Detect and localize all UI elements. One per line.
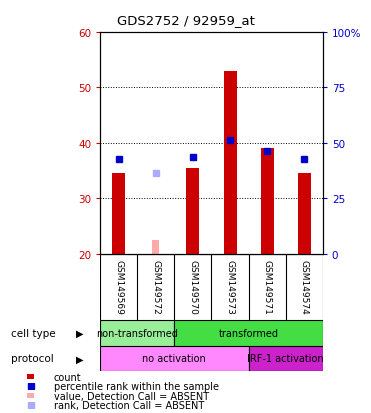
Text: non-transformed: non-transformed xyxy=(96,328,178,338)
Text: GSM149574: GSM149574 xyxy=(300,260,309,314)
Text: IRF-1 activation: IRF-1 activation xyxy=(247,354,324,363)
Text: GSM149569: GSM149569 xyxy=(114,260,123,314)
Text: percentile rank within the sample: percentile rank within the sample xyxy=(54,381,219,391)
Text: ▶: ▶ xyxy=(76,328,83,338)
Bar xyxy=(100,320,174,346)
Text: value, Detection Call = ABSENT: value, Detection Call = ABSENT xyxy=(54,391,209,401)
Text: GSM149572: GSM149572 xyxy=(151,260,160,314)
Text: transformed: transformed xyxy=(219,328,279,338)
Bar xyxy=(260,149,273,254)
Text: GSM149571: GSM149571 xyxy=(263,260,272,314)
Bar xyxy=(152,240,160,254)
Bar xyxy=(27,374,34,379)
Text: cell type: cell type xyxy=(11,328,56,338)
Text: ▶: ▶ xyxy=(76,354,83,363)
Text: protocol: protocol xyxy=(11,354,54,363)
Bar xyxy=(186,169,200,254)
Bar xyxy=(27,393,34,398)
Bar xyxy=(298,174,311,254)
Bar xyxy=(223,72,237,254)
Text: GDS2752 / 92959_at: GDS2752 / 92959_at xyxy=(116,14,255,27)
Text: rank, Detection Call = ABSENT: rank, Detection Call = ABSENT xyxy=(54,400,204,410)
Text: count: count xyxy=(54,372,81,382)
Bar xyxy=(249,346,323,371)
Text: no activation: no activation xyxy=(142,354,206,363)
Text: GSM149570: GSM149570 xyxy=(188,260,197,314)
Bar xyxy=(112,174,125,254)
Bar xyxy=(100,346,249,371)
Bar xyxy=(174,320,323,346)
Text: GSM149573: GSM149573 xyxy=(226,260,234,314)
